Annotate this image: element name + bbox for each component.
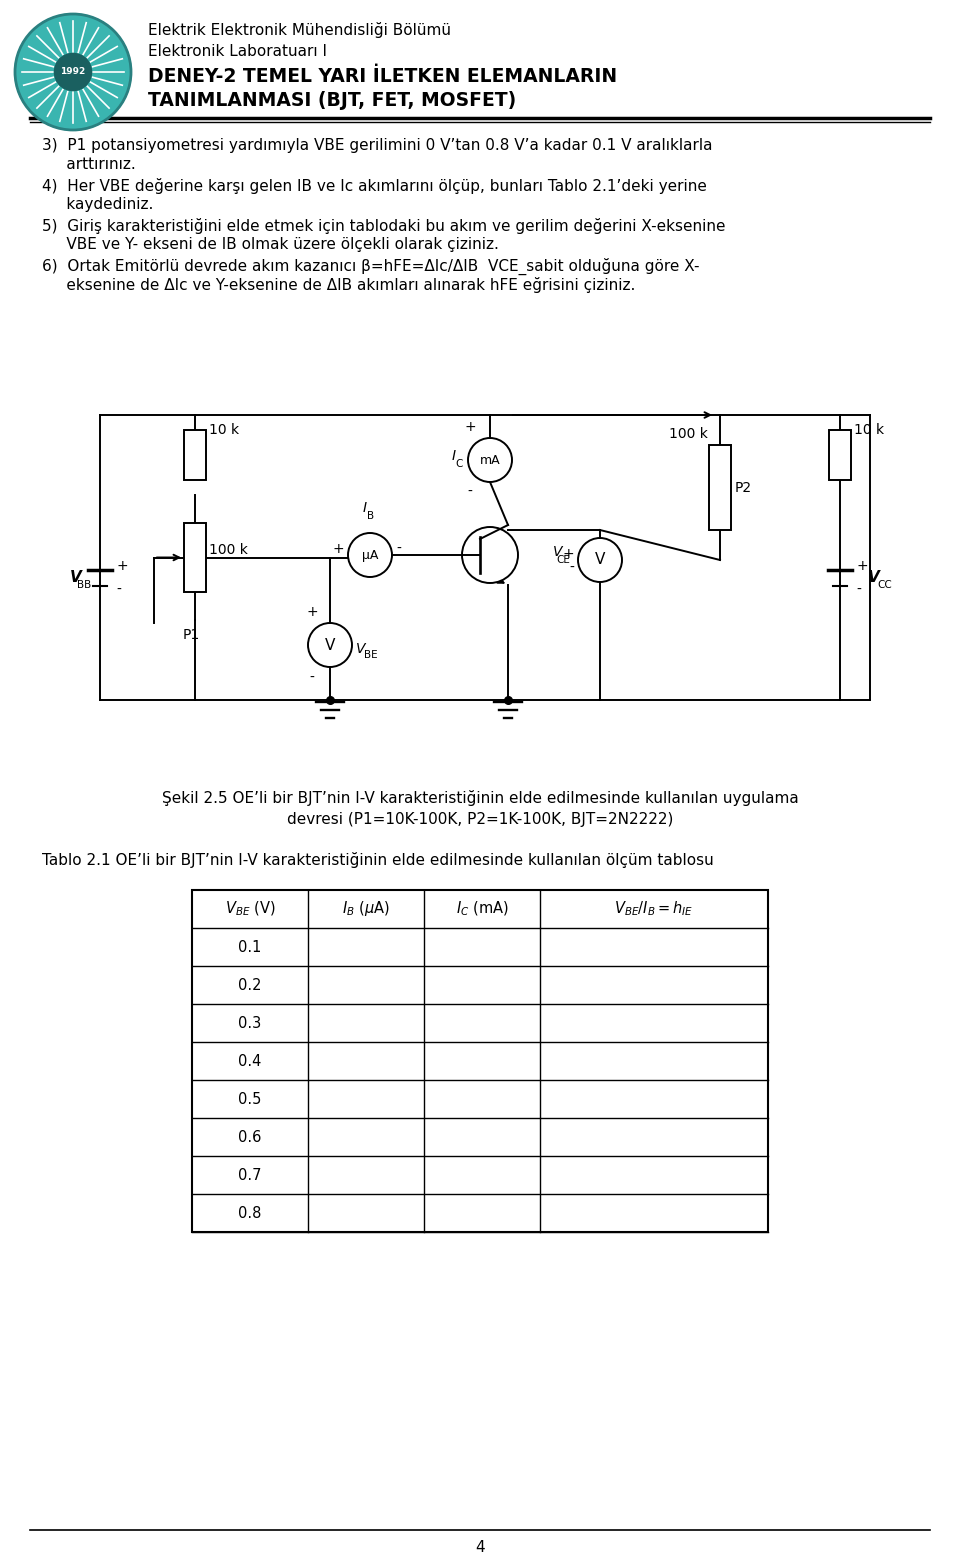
Text: V: V — [595, 552, 605, 568]
Text: DENEY-2 TEMEL YARI İLETKEN ELEMANLARIN: DENEY-2 TEMEL YARI İLETKEN ELEMANLARIN — [148, 67, 617, 86]
Text: 0.4: 0.4 — [238, 1054, 262, 1068]
Text: I: I — [452, 449, 456, 463]
Text: P1: P1 — [182, 629, 200, 641]
Text: V: V — [70, 569, 82, 585]
Text: 0.8: 0.8 — [238, 1206, 262, 1220]
Text: 100 k: 100 k — [669, 427, 708, 441]
Text: Tablo 2.1 OE’li bir BJT’nin I-V karakteristiğinin elde edilmesinde kullanılan öl: Tablo 2.1 OE’li bir BJT’nin I-V karakter… — [42, 852, 713, 868]
Text: B: B — [368, 511, 374, 521]
Bar — [709, 446, 731, 530]
Text: 10 k: 10 k — [209, 422, 239, 436]
Text: TANIMLANMASI (BJT, FET, MOSFET): TANIMLANMASI (BJT, FET, MOSFET) — [148, 91, 516, 109]
Text: 0.6: 0.6 — [238, 1129, 262, 1145]
Text: BB: BB — [77, 580, 91, 590]
Text: 4)  Her VBE değerine karşı gelen IB ve Ic akımlarını ölçüp, bunları Tablo 2.1’de: 4) Her VBE değerine karşı gelen IB ve Ic… — [42, 178, 707, 194]
Text: 3)  P1 potansiyometresi yardımıyla VBE gerilimini 0 V’tan 0.8 V’a kadar 0.1 V ar: 3) P1 potansiyometresi yardımıyla VBE ge… — [42, 138, 712, 153]
Text: -: - — [116, 582, 121, 596]
Text: Şekil 2.5 OE’li bir BJT’nin I-V karakteristiğinin elde edilmesinde kullanılan uy: Şekil 2.5 OE’li bir BJT’nin I-V karakter… — [161, 790, 799, 805]
Text: +: + — [332, 543, 344, 555]
Text: CC: CC — [877, 580, 892, 590]
Text: -: - — [569, 561, 574, 576]
Text: 0.5: 0.5 — [238, 1092, 262, 1106]
Text: devresi (P1=10K-100K, P2=1K-100K, BJT=2N2222): devresi (P1=10K-100K, P2=1K-100K, BJT=2N… — [287, 812, 673, 827]
Circle shape — [308, 622, 352, 666]
Text: Elektronik Laboratuarı I: Elektronik Laboratuarı I — [148, 44, 327, 59]
Text: 5)  Giriş karakteristiğini elde etmek için tablodaki bu akım ve gerilim değerini: 5) Giriş karakteristiğini elde etmek içi… — [42, 217, 726, 235]
Text: BE: BE — [364, 651, 377, 660]
Text: 6)  Ortak Emitörlü devrede akım kazanıcı β=hFE=ΔIc/ΔIB  VCE_sabit olduğuna göre : 6) Ortak Emitörlü devrede akım kazanıcı … — [42, 258, 700, 275]
Bar — [192, 890, 768, 1232]
Text: µA: µA — [362, 549, 378, 561]
Text: -: - — [396, 543, 401, 555]
Text: -: - — [309, 671, 315, 685]
Bar — [829, 430, 851, 480]
Text: V: V — [324, 638, 335, 652]
Text: C: C — [456, 458, 463, 469]
Text: $I_C$ (mA): $I_C$ (mA) — [456, 899, 509, 918]
Text: arttırınız.: arttırınız. — [42, 156, 135, 172]
Text: eksenine de ΔIc ve Y-eksenine de ΔIB akımları alınarak hFE eğrisini çiziniz.: eksenine de ΔIc ve Y-eksenine de ΔIB akı… — [42, 277, 636, 292]
Text: $V_{BE}/I_B=h_{IE}$: $V_{BE}/I_B=h_{IE}$ — [614, 899, 694, 918]
Text: -: - — [468, 485, 472, 499]
Circle shape — [348, 533, 392, 577]
Text: +: + — [306, 605, 318, 619]
Text: $I_B$ ($\mu$A): $I_B$ ($\mu$A) — [342, 899, 390, 918]
Bar — [184, 430, 206, 480]
Text: 1992: 1992 — [60, 67, 85, 77]
Text: 0.2: 0.2 — [238, 978, 262, 993]
Text: 0.7: 0.7 — [238, 1167, 262, 1182]
Text: mA: mA — [480, 454, 500, 466]
Text: P2: P2 — [735, 480, 752, 494]
Bar — [184, 522, 206, 591]
Text: V: V — [356, 641, 366, 655]
Text: $V_{BE}$ (V): $V_{BE}$ (V) — [225, 899, 276, 918]
Text: I: I — [363, 500, 367, 515]
Text: +: + — [116, 558, 128, 572]
Text: 10 k: 10 k — [854, 422, 884, 436]
Circle shape — [15, 14, 131, 130]
Text: +: + — [465, 421, 476, 433]
Text: 100 k: 100 k — [209, 543, 248, 557]
Text: VBE ve Y- ekseni de IB olmak üzere ölçekli olarak çiziniz.: VBE ve Y- ekseni de IB olmak üzere ölçek… — [42, 238, 499, 252]
Text: -: - — [856, 582, 861, 596]
Text: +: + — [856, 558, 868, 572]
Text: 0.1: 0.1 — [238, 940, 262, 954]
Circle shape — [468, 438, 512, 482]
Circle shape — [462, 527, 518, 583]
Text: 0.3: 0.3 — [238, 1015, 262, 1031]
Text: V: V — [553, 544, 562, 558]
Text: Elektrik Elektronik Mühendisliği Bölümü: Elektrik Elektronik Mühendisliği Bölümü — [148, 22, 451, 38]
Circle shape — [55, 53, 91, 91]
Text: CE: CE — [556, 555, 570, 565]
Circle shape — [578, 538, 622, 582]
Text: kaydediniz.: kaydediniz. — [42, 197, 154, 213]
Text: V: V — [868, 569, 879, 585]
Text: 4: 4 — [475, 1539, 485, 1555]
Text: +: + — [563, 547, 574, 561]
